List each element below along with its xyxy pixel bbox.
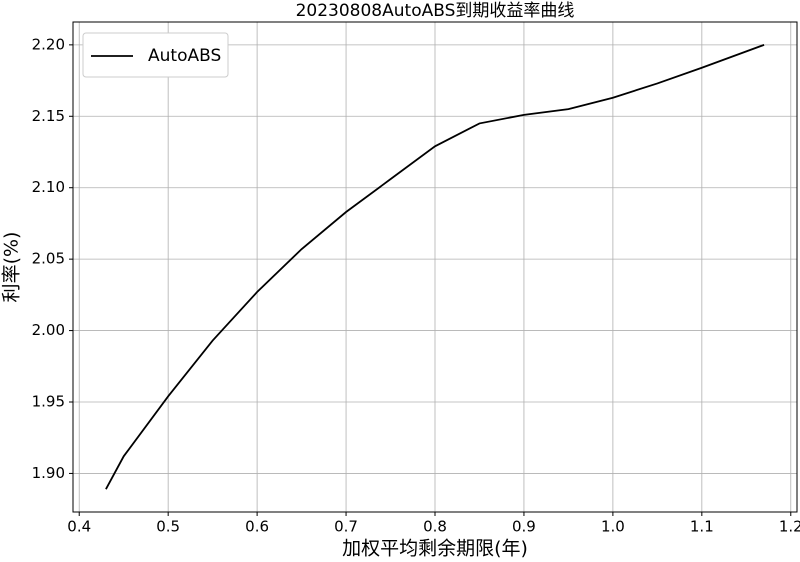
chart-title: 20230808AutoABS到期收益率曲线 bbox=[296, 1, 575, 21]
x-tick-label: 1.2 bbox=[779, 518, 800, 536]
x-tick-label: 0.9 bbox=[512, 518, 536, 536]
data-line bbox=[105, 44, 765, 490]
x-axis-label: 加权平均剩余期限(年) bbox=[342, 538, 528, 560]
y-tick-label: 2.10 bbox=[32, 178, 65, 196]
y-tick-label: 2.05 bbox=[32, 250, 65, 268]
plot-frame bbox=[72, 21, 798, 513]
x-tick-label: 0.5 bbox=[156, 518, 180, 536]
y-tick-label: 2.15 bbox=[32, 107, 65, 125]
x-tick-label: 0.8 bbox=[423, 518, 447, 536]
y-tick-label: 1.95 bbox=[32, 393, 65, 411]
legend-label: AutoABS bbox=[148, 46, 221, 66]
legend-box bbox=[82, 32, 229, 78]
x-tick-label: 0.4 bbox=[67, 518, 91, 536]
y-tick-label: 2.00 bbox=[32, 321, 65, 339]
x-tick-label: 1.0 bbox=[601, 518, 625, 536]
x-tick-label: 0.7 bbox=[334, 518, 358, 536]
x-tick-label: 1.1 bbox=[690, 518, 714, 536]
y-tick-label: 1.90 bbox=[32, 464, 65, 482]
y-tick-label: 2.20 bbox=[32, 35, 65, 53]
y-axis-label: 利率(%) bbox=[1, 232, 23, 303]
x-tick-label: 0.6 bbox=[245, 518, 269, 536]
